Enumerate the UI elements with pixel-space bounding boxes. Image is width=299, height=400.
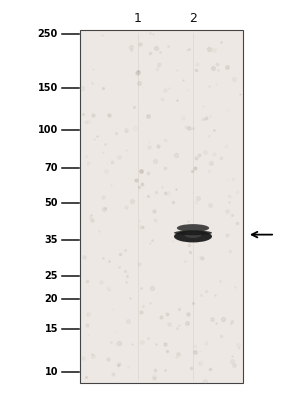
Text: 10: 10 <box>45 367 58 377</box>
Text: 20: 20 <box>45 294 58 304</box>
Ellipse shape <box>174 230 212 242</box>
Text: 70: 70 <box>45 163 58 173</box>
Text: 100: 100 <box>38 125 58 135</box>
Ellipse shape <box>184 231 202 238</box>
Text: 1: 1 <box>134 12 142 24</box>
Text: 35: 35 <box>45 236 58 246</box>
Text: 15: 15 <box>45 324 58 334</box>
Text: 25: 25 <box>45 271 58 281</box>
Bar <box>80 30 243 383</box>
Ellipse shape <box>177 224 209 232</box>
Text: 150: 150 <box>38 83 58 93</box>
Text: 250: 250 <box>38 29 58 39</box>
Text: 50: 50 <box>45 198 58 208</box>
Ellipse shape <box>174 230 212 235</box>
Text: 2: 2 <box>189 12 197 24</box>
